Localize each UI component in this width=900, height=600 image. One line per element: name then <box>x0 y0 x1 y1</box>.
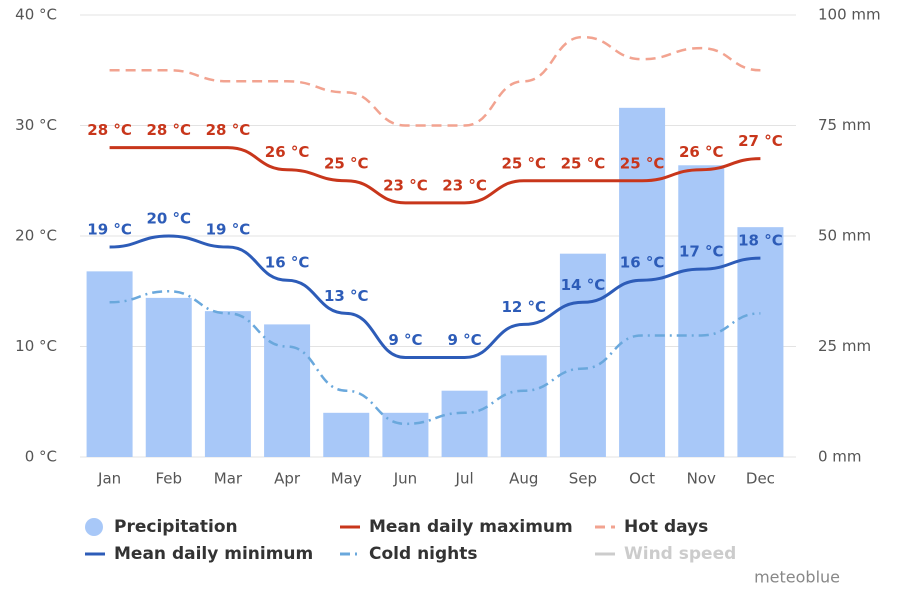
data-label: 9 °C <box>447 331 481 349</box>
data-label: 18 °C <box>738 232 783 250</box>
x-tick-label: Feb <box>155 470 182 488</box>
x-tick-label: Jun <box>393 470 417 488</box>
bar <box>145 297 192 457</box>
data-label: 26 °C <box>265 143 310 161</box>
data-label: 25 °C <box>561 154 606 172</box>
y-tick-label: 30 °C <box>15 116 57 134</box>
credit: meteoblue <box>754 568 840 587</box>
legend-label: Mean daily maximum <box>369 517 573 537</box>
data-label: 14 °C <box>561 276 606 294</box>
bar <box>500 355 547 457</box>
data-label: 19 °C <box>206 221 251 239</box>
x-tick-label: Jan <box>97 470 121 488</box>
line <box>109 289 761 426</box>
data-label: 23 °C <box>442 176 487 194</box>
data-label: 28 °C <box>206 121 251 139</box>
data-label: 16 °C <box>265 254 310 272</box>
bar <box>737 227 784 457</box>
data-label: 26 °C <box>679 143 724 161</box>
data-label: 27 °C <box>738 132 783 150</box>
y2-tick-label: 75 mm <box>818 116 871 134</box>
bar <box>678 165 725 457</box>
data-label: 23 °C <box>383 176 428 194</box>
data-label: 20 °C <box>146 210 191 228</box>
legend-label: Cold nights <box>369 544 478 564</box>
x-tick-label: Nov <box>687 470 716 488</box>
y-tick-label: 40 °C <box>15 6 57 24</box>
y2-tick-label: 50 mm <box>818 227 871 245</box>
legend-label: Hot days <box>624 517 708 537</box>
data-label: 25 °C <box>620 154 665 172</box>
legend-symbol <box>85 518 103 536</box>
data-label: 16 °C <box>620 254 665 272</box>
data-label: 19 °C <box>87 221 132 239</box>
data-label: 25 °C <box>324 154 369 172</box>
data-label: 13 °C <box>324 287 369 305</box>
x-tick-label: Aug <box>509 470 538 488</box>
y-tick-label: 0 °C <box>25 448 57 466</box>
legend-label: Precipitation <box>114 517 238 537</box>
x-tick-label: Mar <box>214 470 243 488</box>
y-tick-label: 20 °C <box>15 227 57 245</box>
data-label: 17 °C <box>679 243 724 261</box>
x-tick-label: May <box>331 470 362 488</box>
legend-label: Mean daily minimum <box>114 544 313 564</box>
line <box>109 234 761 360</box>
y2-tick-label: 0 mm <box>818 448 862 466</box>
data-label: 28 °C <box>146 121 191 139</box>
bar <box>559 253 606 457</box>
legend-label: Wind speed <box>624 544 736 564</box>
line <box>109 35 761 127</box>
data-label: 12 °C <box>501 298 546 316</box>
x-tick-label: Jul <box>455 470 474 488</box>
y2-tick-label: 25 mm <box>818 337 871 355</box>
bar <box>441 390 488 457</box>
bar <box>204 311 251 457</box>
data-label: 28 °C <box>87 121 132 139</box>
line <box>109 146 761 205</box>
data-label: 9 °C <box>388 331 422 349</box>
bar <box>382 412 429 457</box>
y-tick-label: 10 °C <box>15 337 57 355</box>
bar <box>323 412 370 457</box>
bar <box>86 271 133 457</box>
bar <box>264 324 311 457</box>
x-tick-label: Dec <box>746 470 775 488</box>
x-tick-label: Apr <box>274 470 301 488</box>
x-tick-label: Oct <box>629 470 655 488</box>
y2-tick-label: 100 mm <box>818 6 881 24</box>
x-tick-label: Sep <box>569 470 597 488</box>
data-label: 25 °C <box>501 154 546 172</box>
